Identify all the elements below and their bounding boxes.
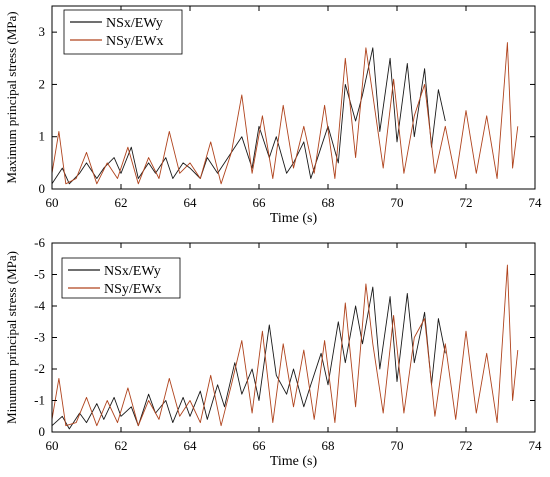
x-tick-label: 64 — [184, 438, 198, 453]
x-tick-label: 64 — [184, 195, 198, 210]
x-tick-label: 70 — [391, 438, 404, 453]
x-tick-label: 66 — [253, 195, 267, 210]
x-tick-label: 72 — [460, 195, 473, 210]
series-line-nsx-ewy — [51, 286, 446, 430]
y-tick-label: -5 — [34, 267, 45, 282]
series-line-nsy-ewx — [51, 42, 519, 185]
x-axis-label: Time (s) — [270, 454, 318, 469]
x-tick-label: 70 — [391, 195, 404, 210]
x-tick-label: 60 — [46, 195, 59, 210]
y-tick-label: -1 — [34, 393, 45, 408]
x-tick-label: 68 — [322, 438, 335, 453]
x-tick-label: 74 — [529, 195, 543, 210]
series-line-nsy-ewx — [51, 264, 519, 427]
min-principal-stress-panel: 60 62 64 66 68 70 72 74 0 -1 -2 -3 -4 -5 -6 Time (s) Min… — [4, 235, 542, 469]
y-axis-label: Minumum principal stress (MPa) — [4, 251, 19, 424]
y-tick-label: -3 — [34, 330, 45, 345]
legend: NSx/EWy NSy/EWx — [63, 9, 183, 55]
x-tick-label: 72 — [460, 438, 473, 453]
legend-label: NSy/EWx — [106, 34, 164, 49]
series-line-nsx-ewy — [51, 47, 446, 185]
max-principal-stress-panel: 60 62 64 66 68 70 72 74 0 1 2 3 Time (s) Maximum prin… — [4, 5, 543, 226]
plot-frame — [51, 5, 536, 190]
y-tick-label: 2 — [39, 76, 46, 91]
x-tick-label: 74 — [529, 438, 543, 453]
legend: NSx/EWy NSy/EWx — [61, 257, 181, 299]
legend-box — [61, 257, 181, 299]
legend-label: NSx/EWy — [104, 264, 161, 279]
x-tick-label: 68 — [322, 195, 335, 210]
y-tick-label: -2 — [34, 361, 45, 376]
x-axis-label: Time (s) — [270, 211, 318, 226]
y-tick-label: -4 — [34, 298, 45, 313]
y-tick-label: 1 — [39, 129, 46, 144]
x-tick-label: 66 — [253, 438, 267, 453]
legend-label: NSx/EWy — [106, 16, 163, 31]
y-tick-label: 3 — [39, 24, 46, 39]
x-tick-label: 62 — [115, 195, 128, 210]
legend-label: NSy/EWx — [104, 282, 162, 297]
x-tick-label: 60 — [46, 438, 59, 453]
legend-box — [63, 9, 183, 55]
x-tick-label: 62 — [115, 438, 128, 453]
y-tick-label: 0 — [39, 424, 46, 439]
y-axis-label: Maximum principal stress (MPa) — [4, 11, 19, 183]
y-tick-label: -6 — [34, 235, 45, 250]
y-tick-label: 0 — [39, 181, 46, 196]
